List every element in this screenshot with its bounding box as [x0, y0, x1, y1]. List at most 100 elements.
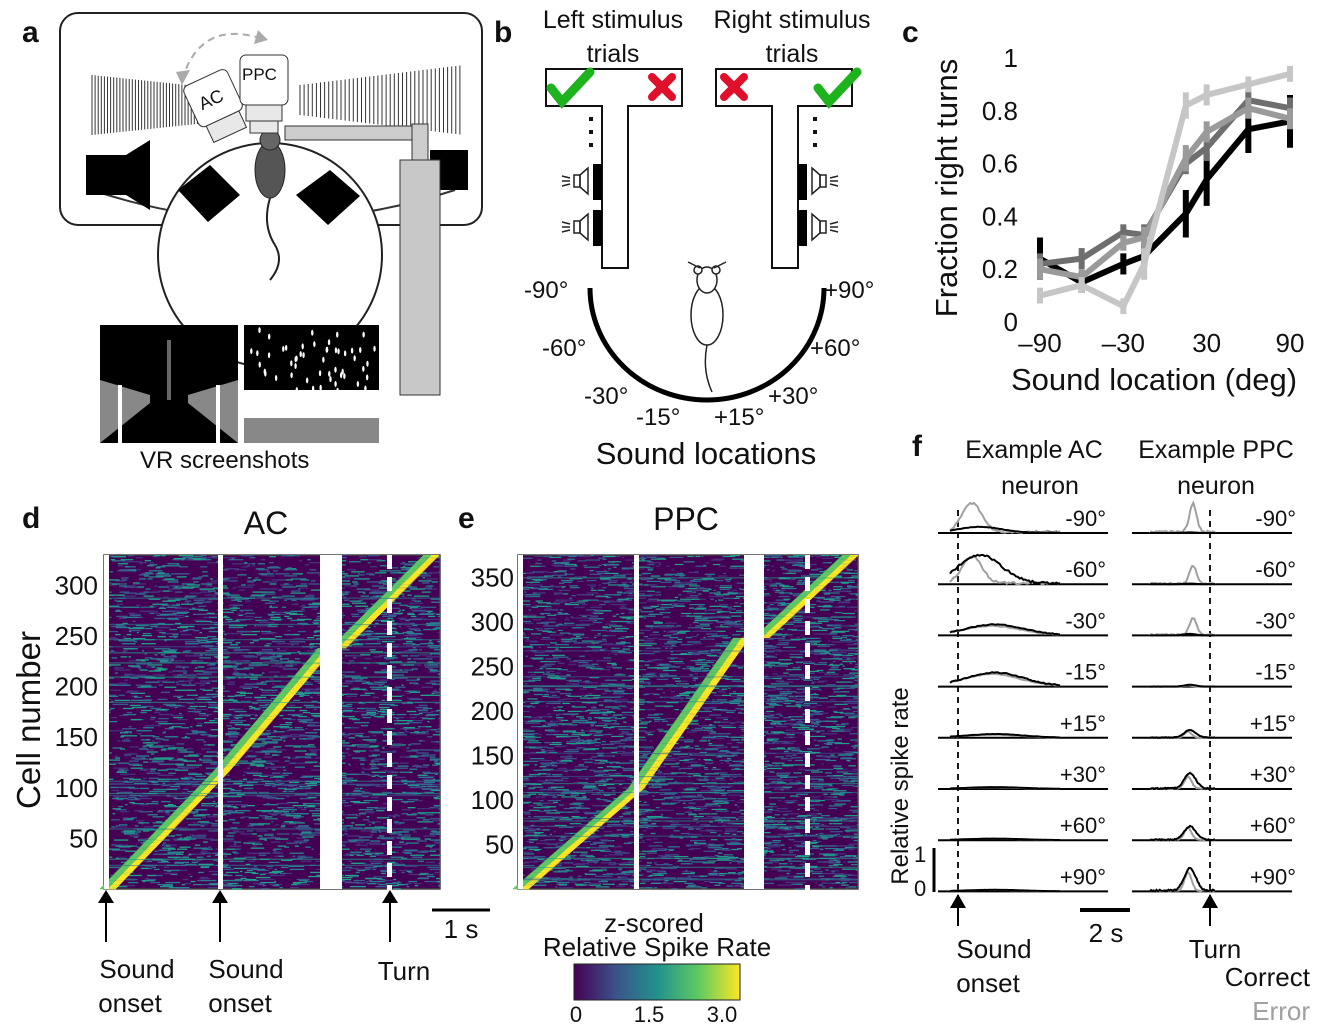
heatmap-peak [392, 585, 401, 587]
heatmap-cell [183, 755, 200, 757]
heatmap-cell [255, 619, 266, 622]
heatmap-peak [259, 716, 268, 719]
heatmap-cell [156, 762, 164, 764]
heatmap-cell [267, 671, 280, 673]
heatmap-peak [106, 880, 115, 883]
c-ytick-label: 0.2 [982, 254, 1018, 284]
heatmap-cell [430, 831, 433, 833]
heatmap-cell [344, 833, 348, 835]
heatmap-cell [129, 778, 141, 780]
vr-dot [356, 380, 360, 387]
heatmap-cell [262, 810, 279, 812]
panel-letter-a: a [22, 16, 39, 49]
heatmap-cell [404, 637, 416, 640]
heatmap-cell [196, 856, 204, 858]
heatmap-cell [174, 763, 184, 765]
heatmap-peak [394, 591, 403, 593]
heatmap-cell [268, 614, 274, 617]
heatmap-cell [439, 823, 440, 825]
heatmap-cell [132, 584, 137, 586]
heatmap-cell [210, 621, 224, 624]
heatmap-cell [223, 840, 236, 842]
heatmap-cell [359, 812, 374, 814]
heatmap-cell [111, 819, 120, 821]
heatmap-cell [256, 654, 262, 656]
heatmap-cell [238, 589, 246, 591]
heatmap-cell [183, 837, 188, 839]
heatmap-peak [528, 881, 537, 884]
heatmap-peak [376, 601, 385, 603]
heatmap-cell [396, 716, 405, 719]
vr-dot [313, 341, 316, 348]
heatmap-cell [137, 733, 142, 735]
heatmap-peak [172, 813, 181, 815]
heatmap-cell [371, 771, 387, 773]
heatmap-cell [349, 885, 366, 888]
heatmap-cell [394, 767, 408, 769]
heatmap-cell [340, 797, 356, 800]
heatmap-cell [237, 660, 251, 662]
heatmap-cell [156, 741, 161, 743]
heatmap-peak [183, 810, 192, 812]
panel-letter-e: e [458, 502, 475, 535]
heatmap-peak [249, 728, 258, 730]
vr-dot [366, 360, 369, 367]
heatmap-peak [190, 802, 199, 805]
heatmap-cell [291, 599, 297, 601]
heatmap-cell [231, 558, 235, 560]
heatmap-cell [371, 868, 377, 871]
heatmap-peak [275, 706, 284, 709]
heatmap-cell [182, 667, 185, 669]
heatmap-cell [276, 833, 280, 835]
heatmap-cell [241, 791, 257, 794]
heatmap-cell [369, 834, 374, 836]
heatmap-cell [436, 729, 440, 731]
heatmap-cell [228, 739, 237, 741]
heatmap-cell [186, 694, 195, 696]
heatmap-cell [260, 733, 271, 735]
heatmap-cell [116, 603, 124, 605]
heatmap-cell [220, 848, 237, 850]
heatmap-cell [374, 672, 390, 674]
heatmap-cell [193, 599, 205, 601]
heatmap-cell [122, 817, 129, 819]
heatmap-cell [125, 850, 137, 852]
heatmap-cell [371, 688, 381, 690]
heatmap-peak [278, 693, 287, 695]
heatmap-cell [157, 698, 168, 701]
heatmap-cell [288, 785, 295, 788]
heatmap-cell [152, 859, 165, 861]
heatmap-cell [196, 814, 211, 816]
heatmap-cell [134, 758, 149, 760]
event-marker-dashed [387, 819, 392, 833]
heatmap-cell [303, 704, 315, 707]
heatmap-cell [409, 732, 426, 734]
heatmap-peak [302, 665, 311, 667]
heatmap-cell [270, 665, 283, 667]
heatmap-cell [176, 576, 187, 578]
heatmap-cell [260, 559, 266, 561]
heatmap-cell [118, 806, 124, 808]
heatmap-cell [435, 669, 438, 671]
heatmap-cell [252, 591, 260, 593]
heatmap-cell [273, 570, 278, 572]
heatmap-peak [260, 725, 269, 727]
heatmap-peak [401, 576, 410, 578]
heatmap-cell [271, 691, 277, 693]
heatmap-cell [125, 878, 138, 881]
heatmap-cell [377, 763, 393, 765]
heatmap-cell [127, 798, 141, 801]
heatmap-peak [282, 698, 291, 701]
heatmap-cell [198, 696, 207, 699]
heatmap-cell [385, 658, 395, 660]
heatmap-cell [251, 618, 254, 621]
heatmap-cell [299, 709, 308, 712]
heatmap-cell [427, 736, 433, 738]
heatmap-cell [119, 616, 123, 619]
heatmap-peak [399, 586, 408, 588]
heatmap-cell [544, 880, 558, 883]
heatmap-cell [238, 614, 243, 617]
heatmap-peak [411, 566, 420, 568]
heatmap-peak [266, 717, 275, 720]
